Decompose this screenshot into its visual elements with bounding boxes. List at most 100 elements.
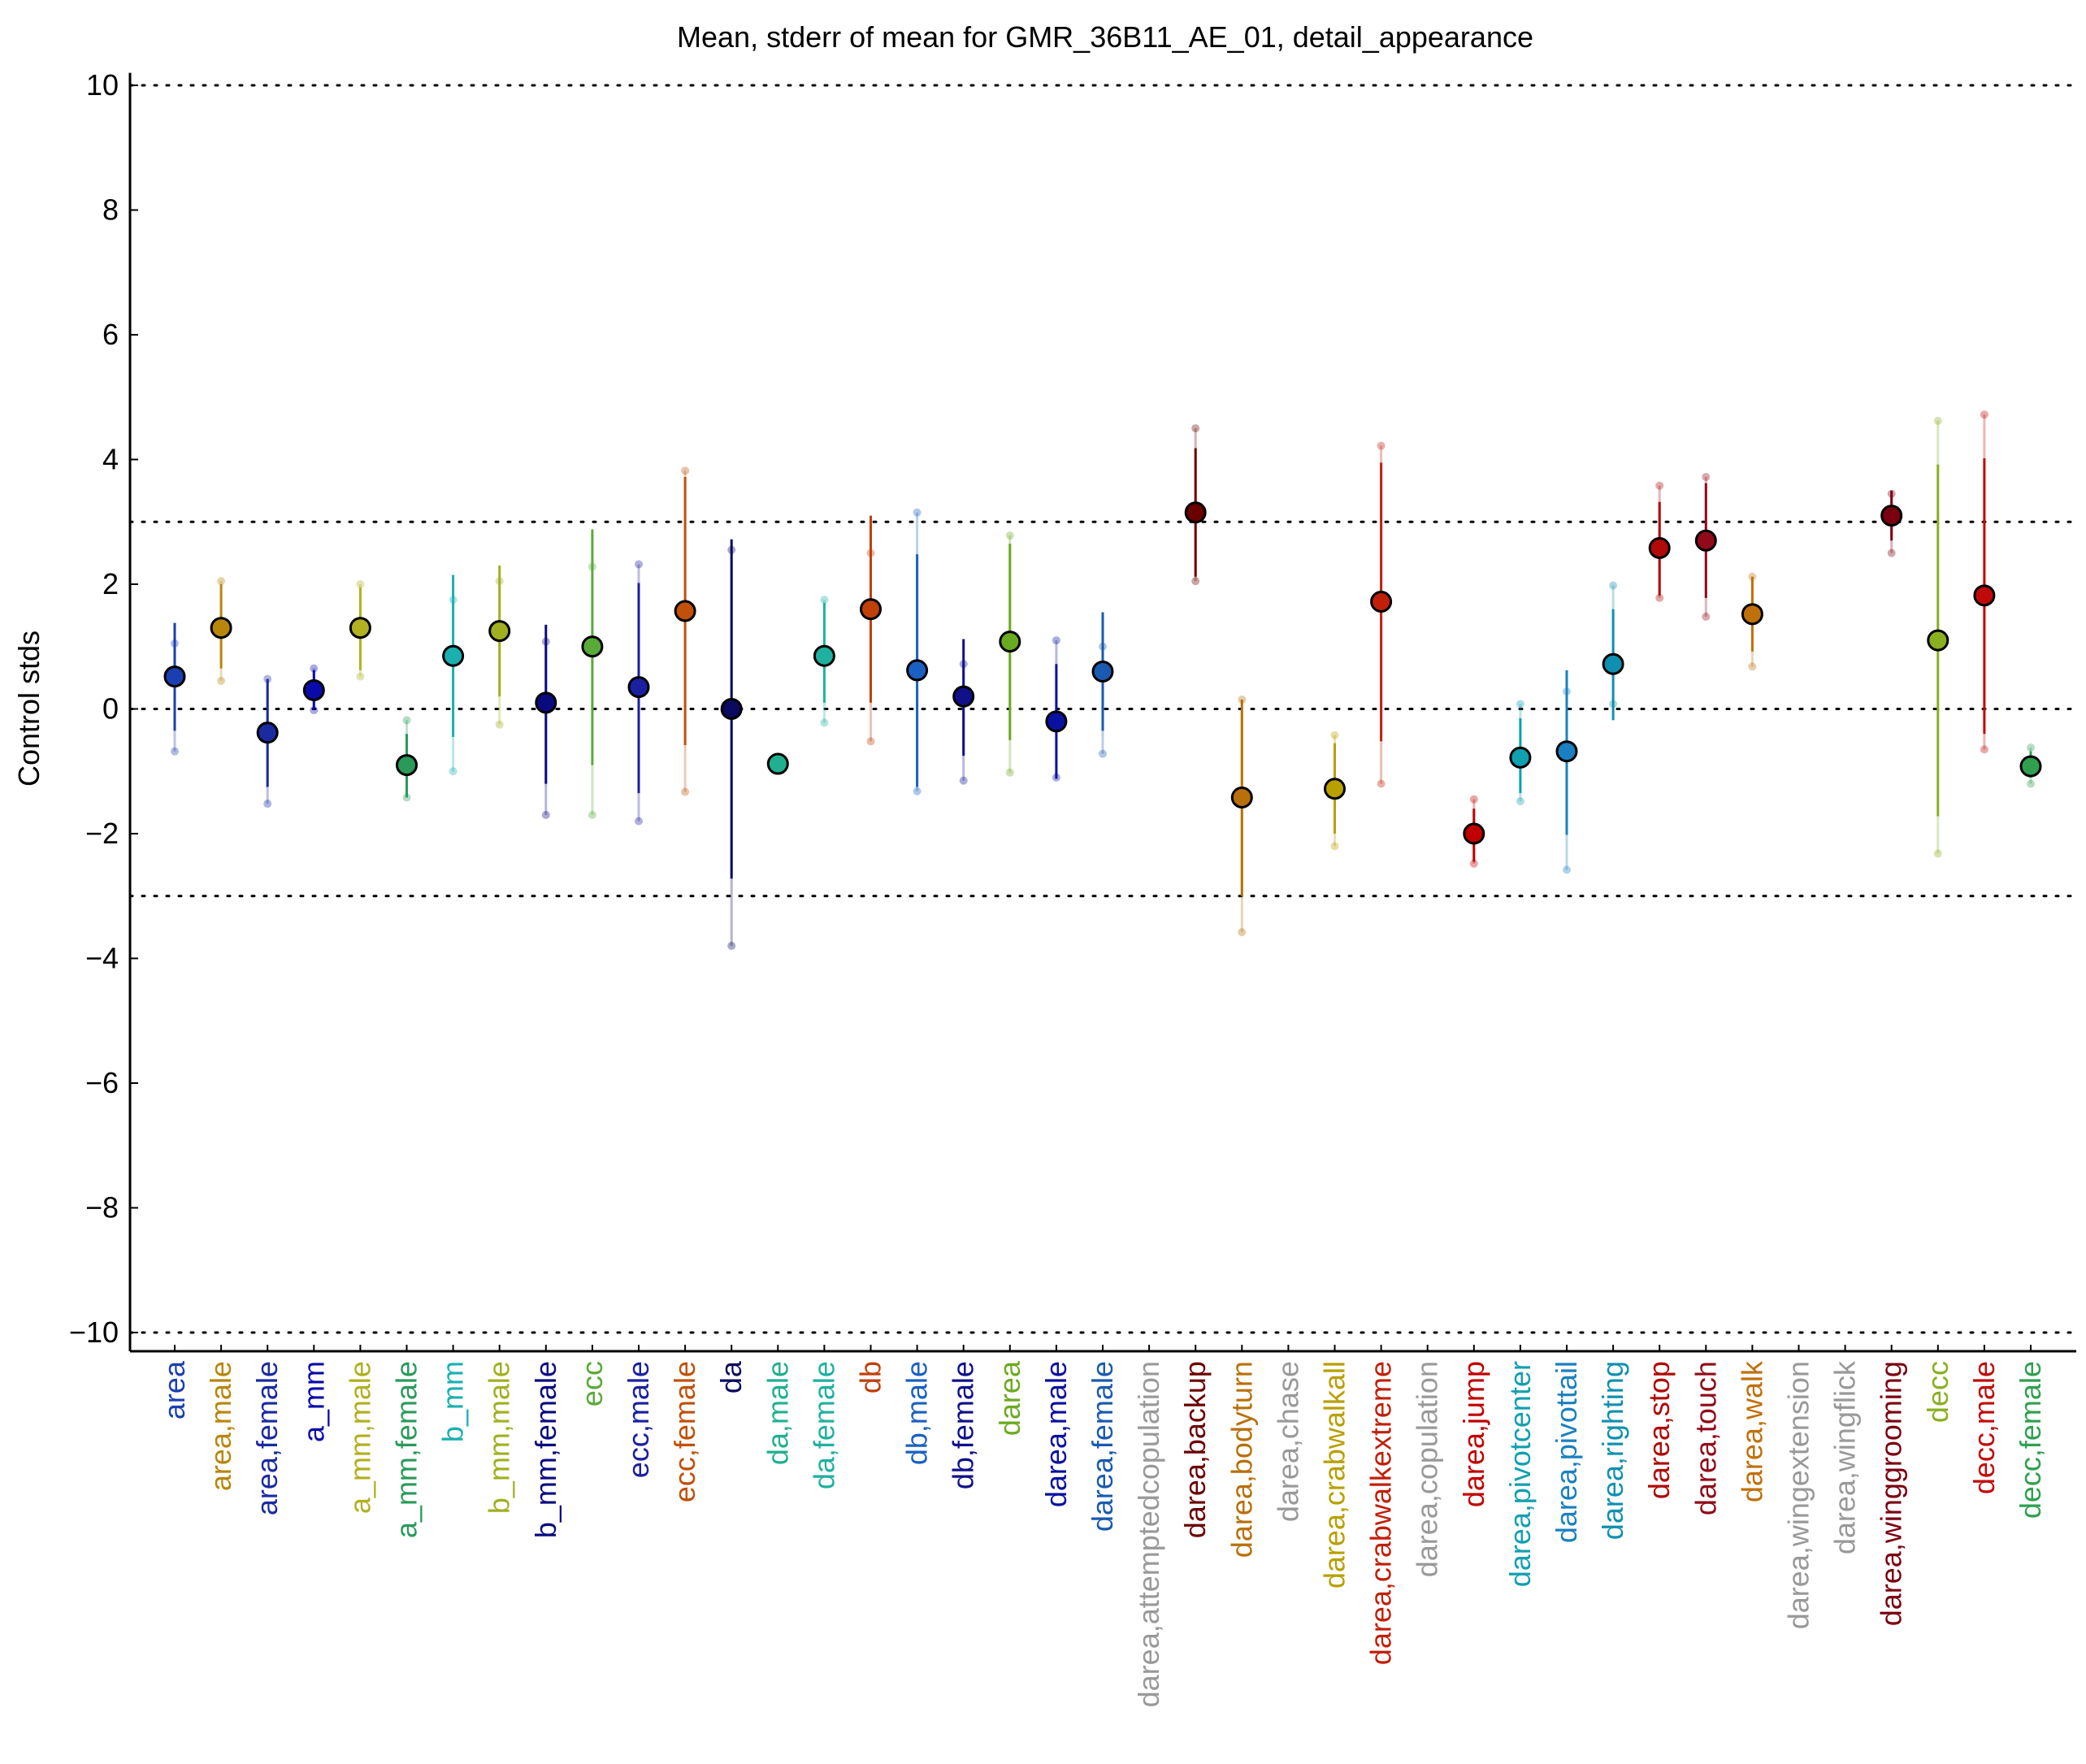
extent-dot-high — [1052, 636, 1060, 645]
mean-point — [999, 631, 1021, 653]
y-tick-label: 10 — [86, 68, 119, 102]
x-tick-label: da — [714, 1360, 748, 1393]
extent-dot-low — [217, 676, 226, 685]
extent-dot-high — [1469, 795, 1478, 804]
extent-dot-low — [727, 942, 736, 951]
mean-point — [720, 698, 743, 720]
x-tick-label: darea,jump — [1457, 1361, 1490, 1507]
mean-point — [1045, 710, 1068, 733]
x-tick-label: darea,male — [1039, 1361, 1073, 1507]
extent-dot-low — [959, 776, 968, 785]
mean-point — [581, 635, 604, 658]
y-tick-label: −6 — [85, 1066, 119, 1099]
x-tick-label: da,female — [807, 1361, 840, 1489]
x-tick-label: darea,copulation — [1411, 1361, 1444, 1577]
extent-dot-low — [449, 767, 458, 776]
x-ticks: area area,male area,female a_mm a_mm,male a_m… — [158, 1345, 2047, 1707]
x-tick-label: ecc — [575, 1361, 609, 1406]
data-marks — [163, 410, 2042, 951]
mean-point — [674, 600, 696, 622]
x-tick-label: area,female — [250, 1361, 284, 1515]
extent-dot-low — [1005, 768, 1014, 777]
extent-dot-high — [356, 580, 365, 588]
x-tick-label: decc,female — [2014, 1361, 2047, 1519]
extent-dot-low — [1980, 745, 1988, 754]
mean-point — [1694, 529, 1717, 552]
mean-point — [627, 676, 650, 699]
mean-point — [906, 659, 929, 682]
extent-dot-high — [820, 596, 829, 605]
mean-point — [488, 620, 511, 643]
mean-point — [396, 754, 418, 777]
extent-dot-high — [1933, 416, 1942, 425]
extent-dot-low — [1516, 797, 1524, 806]
mean-point — [535, 691, 557, 714]
y-tick-label: −4 — [85, 942, 119, 975]
mean-point — [1602, 652, 1624, 675]
x-tick-label: a_mm,male — [343, 1361, 376, 1514]
extent-dot-high — [1330, 730, 1339, 739]
x-tick-label: darea,wingextension — [1782, 1361, 1815, 1629]
extent-dot-high — [217, 577, 226, 586]
extent-dot-high — [1191, 424, 1200, 433]
y-tick-label: 8 — [102, 193, 119, 227]
extent-dot-low — [1469, 859, 1478, 868]
extent-dot-high — [1655, 481, 1664, 490]
mean-point — [302, 678, 325, 701]
mean-point — [1509, 746, 1532, 769]
x-tick-label: darea,pivotcenter — [1503, 1361, 1537, 1587]
extent-dot-low — [588, 810, 596, 819]
x-tick-label: darea,female — [1086, 1361, 1119, 1532]
x-tick-label: area — [158, 1360, 191, 1419]
x-tick-label: db,male — [900, 1361, 934, 1465]
mean-point — [1370, 590, 1393, 613]
extent-dot-low — [1563, 865, 1571, 874]
extent-dot-low — [171, 747, 179, 756]
mean-point — [1741, 603, 1763, 626]
x-tick-label: darea,backup — [1178, 1361, 1212, 1538]
extent-dot-low — [1099, 749, 1107, 758]
extent-dot-low — [263, 800, 272, 808]
extent-dot-low — [356, 672, 365, 681]
mean-point — [256, 722, 279, 744]
extent-dot-high — [635, 560, 643, 569]
mean-point — [349, 617, 371, 639]
x-tick-label: darea,pivottail — [1550, 1361, 1583, 1543]
y-ticks: 10 8 6 4 2 0 −2 −4 −6 −8 −10 — [69, 68, 138, 1349]
x-tick-label: a_mm,female — [390, 1361, 423, 1538]
x-tick-label: darea,walk — [1735, 1360, 1768, 1502]
x-tick-label: b_mm — [436, 1361, 470, 1442]
extent-dot-low — [1748, 662, 1757, 671]
extent-dot-high — [1516, 700, 1524, 709]
x-tick-label: darea,winggrooming — [1875, 1361, 1908, 1626]
x-tick-label: ecc,male — [622, 1361, 655, 1478]
y-tick-label: 0 — [102, 692, 119, 726]
mean-point — [1648, 536, 1671, 559]
extent-dot-high — [2027, 743, 2035, 752]
extent-dot-low — [1655, 593, 1664, 602]
reference-lines — [128, 84, 2078, 1334]
x-tick-label: darea,stop — [1642, 1361, 1676, 1499]
extent-dot-high — [1377, 441, 1386, 450]
extent-dot-low — [1933, 849, 1942, 858]
y-tick-label: 4 — [102, 443, 119, 476]
extent-dot-low — [541, 810, 550, 819]
extent-dot-high — [913, 508, 922, 517]
mean-point — [1973, 584, 1996, 607]
mean-point — [766, 752, 789, 775]
extent-dot-low — [913, 787, 922, 795]
y-tick-label: −8 — [85, 1191, 119, 1224]
x-tick-label: darea,wingflick — [1828, 1360, 1862, 1554]
extent-dot-low — [1238, 928, 1247, 937]
chart-title: Mean, stderr of mean for GMR_36B11_AE_01… — [677, 20, 1533, 54]
x-tick-label: darea,bodyturn — [1225, 1361, 1258, 1558]
y-tick-label: 2 — [102, 567, 119, 600]
extent-dot-low — [635, 817, 643, 826]
extent-dot-low — [1702, 612, 1711, 621]
extent-dot-low — [1191, 577, 1200, 586]
mean-point — [163, 665, 186, 688]
extent-dot-low — [681, 787, 690, 796]
extent-dot-low — [1377, 779, 1386, 788]
y-tick-label: −2 — [85, 817, 119, 850]
x-tick-label: da,male — [761, 1361, 794, 1465]
